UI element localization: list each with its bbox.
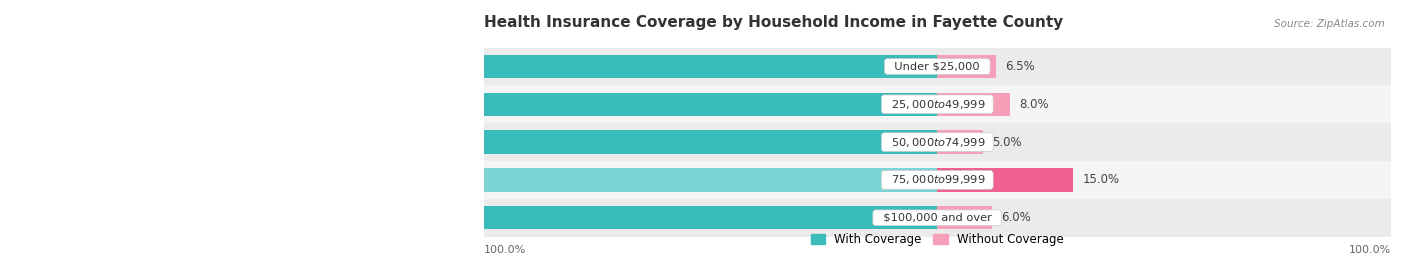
Text: 15.0%: 15.0% (1083, 173, 1119, 187)
Bar (103, 93, 938, 116)
Text: 6.5%: 6.5% (1005, 60, 1035, 73)
Bar (938, 93, 1010, 116)
Text: 94.0%: 94.0% (103, 211, 143, 224)
Text: 92.0%: 92.0% (121, 98, 162, 111)
Bar (484, 48, 1391, 85)
Bar (484, 199, 1391, 237)
Legend: With Coverage, Without Coverage: With Coverage, Without Coverage (806, 228, 1069, 251)
Text: 100.0%: 100.0% (1348, 245, 1391, 255)
Bar (938, 55, 997, 78)
Text: 8.0%: 8.0% (1019, 98, 1049, 111)
Text: 93.6%: 93.6% (105, 60, 148, 73)
Text: $75,000 to $99,999: $75,000 to $99,999 (884, 173, 990, 187)
Bar (484, 85, 1391, 123)
Text: $50,000 to $74,999: $50,000 to $74,999 (884, 136, 990, 148)
Text: 95.0%: 95.0% (93, 136, 135, 148)
Text: Under $25,000: Under $25,000 (887, 62, 987, 72)
Bar (84, 206, 938, 229)
Text: 100.0%: 100.0% (484, 245, 526, 255)
Bar (484, 123, 1391, 161)
Text: 6.0%: 6.0% (1001, 211, 1031, 224)
Bar (938, 168, 1073, 192)
Bar (75, 130, 938, 154)
Bar (938, 130, 983, 154)
Text: 5.0%: 5.0% (991, 136, 1021, 148)
Text: Health Insurance Coverage by Household Income in Fayette County: Health Insurance Coverage by Household I… (484, 15, 1063, 30)
Bar (89, 55, 938, 78)
Text: $25,000 to $49,999: $25,000 to $49,999 (884, 98, 990, 111)
Bar (938, 206, 991, 229)
Bar (484, 161, 1391, 199)
Bar (166, 168, 938, 192)
Text: 85.0%: 85.0% (184, 173, 225, 187)
Text: $100,000 and over: $100,000 and over (876, 213, 998, 223)
Text: Source: ZipAtlas.com: Source: ZipAtlas.com (1274, 19, 1385, 29)
